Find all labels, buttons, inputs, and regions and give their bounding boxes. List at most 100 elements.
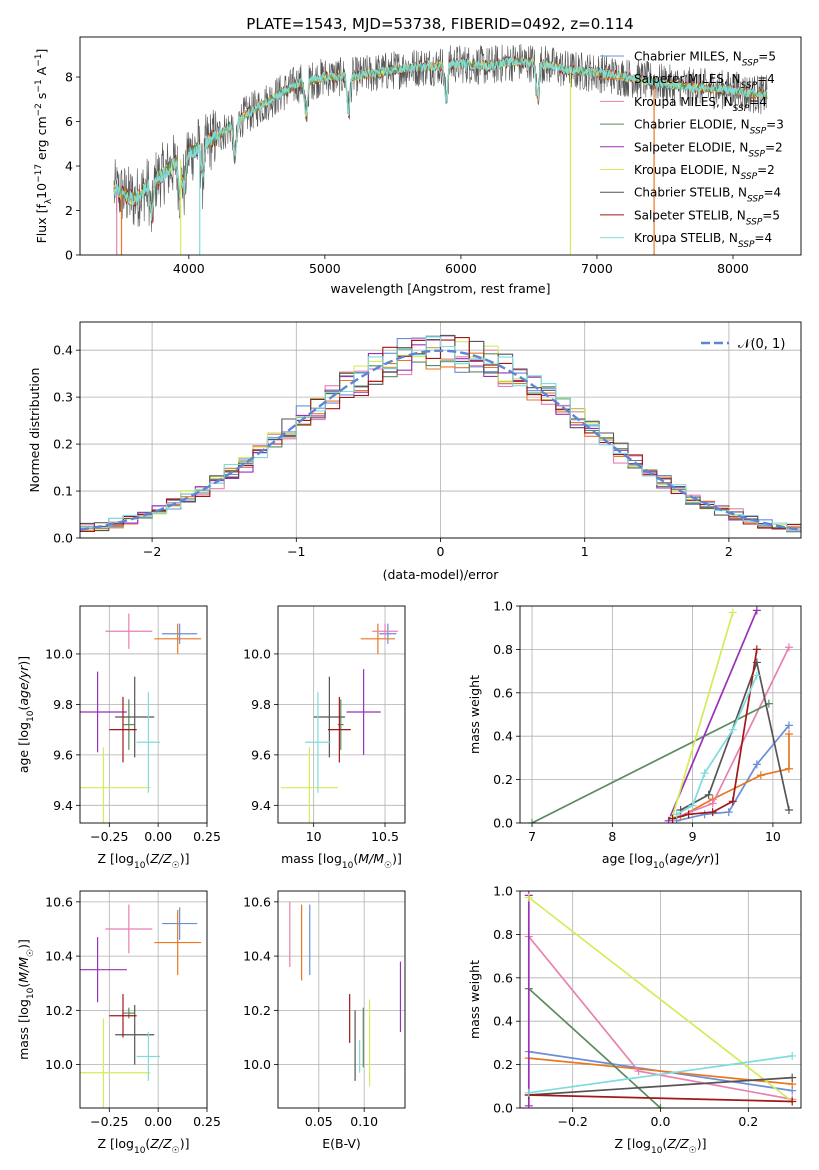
mass-weight-vs-z-axes-ytick-label-2: 0.4 [493, 1014, 513, 1029]
mass-weight-vs-age-axes-ytick-label-3: 0.6 [493, 685, 513, 700]
mass-vs-z-axes-point-salpeter-miles [154, 909, 202, 976]
mass-weight-vs-age-axes-series-kroupa-stelib-marker-1 [688, 801, 697, 810]
mass-weight-vs-z-axes-ytick-label-4: 0.8 [493, 927, 513, 942]
legend-label-salpeter-stelib-part: =5 [762, 208, 780, 222]
legend-label-kroupa-miles: Kroupa MILES, NSSP=4 [634, 95, 767, 114]
age-vs-mass-axes-ytick-label-0: 9.4 [251, 798, 271, 813]
normal-curve [80, 349, 799, 531]
mass-weight-vs-age-axes-series-kroupa-stelib-marker-4 [752, 671, 761, 680]
mass-weight-vs-age-axes-series-chabrier-miles-marker-1 [700, 810, 709, 819]
age-vs-mass-axes-point-salpeter-elodie [346, 669, 381, 755]
mass-weight-vs-age-axes-xtick-label-1: 8 [608, 829, 616, 844]
age-vs-mass-xlabel-part: )] [392, 851, 402, 866]
age-vs-mass-axes-frame [277, 605, 406, 824]
mass-vs-z-axes: −0.25 0.00 0.25 10.0 10.2 10.4 10.6 [45, 890, 221, 1129]
chart-title: PLATE=1543, MJD=53738, FIBERID=0492, z=0… [246, 15, 633, 33]
spectrum-axes-ytick-label-4: 8 [65, 70, 73, 85]
age-vs-z-axes-ytick-label-2: 9.8 [53, 697, 73, 712]
mass-weight-vs-z-xlabel-part: Z/Z [666, 1136, 689, 1151]
mass-vs-z-ylabel: mass [log10(M/M☉)] [16, 939, 36, 1060]
legend-label-chabrier-stelib-part: Chabrier STELIB, N [634, 186, 747, 200]
mass-vs-z-xlabel-part: Z [log [98, 1136, 134, 1151]
mass-weight-vs-age-xlabel: age [log10(age/yr)] [602, 851, 719, 871]
legend-label-kroupa-stelib-part: Kroupa STELIB, N [634, 231, 738, 245]
age-vs-mass-axes-xtick-label-0: 10 [306, 829, 322, 844]
histogram-axes-xtick-label-1: −1 [287, 544, 305, 559]
age-vs-z-axes-point-salpeter-miles [154, 623, 202, 654]
mass-weight-vs-z-axes-series-kroupa-stelib [524, 1051, 797, 1097]
normal-legend-label: 𝒩(0, 1) [738, 337, 785, 352]
age-vs-z-axes-ytick-label-0: 9.4 [53, 798, 73, 813]
mass-weight-vs-age-axes-series-chabrier-miles [672, 721, 793, 823]
mass-weight-vs-age-axes-series-salpeter-stelib-marker-2 [708, 808, 717, 817]
age-vs-z-axes: −0.25 0.00 0.25 9.4 9.6 9.8 10.0 [45, 605, 221, 844]
mass-weight-vs-age-axes-series-kroupa-elodie-line [671, 612, 734, 817]
legend-label-kroupa-elodie-part: SSP [741, 172, 758, 182]
spectrum-kroupa-stelib [113, 56, 768, 221]
spectrum-ylabel-part: ] [34, 49, 49, 54]
mass-weight-vs-z-xlabel-part: ☉ [689, 1146, 697, 1156]
mass-vs-z-ylabel-part: 10 [26, 987, 36, 999]
mass-weight-vs-age-axes-series-kroupa-miles-marker-1 [708, 799, 717, 808]
age-vs-z-ylabel-part: age [log [16, 722, 31, 773]
age-vs-z-axes-ytick-label-3: 10.0 [45, 646, 73, 661]
age-vs-mass-axes-point-kroupa-elodie [280, 747, 338, 823]
mass-weight-vs-age-axes-series-salpeter-elodie-line [667, 609, 758, 822]
mass-vs-z-axes-point-chabrier-stelib [115, 1004, 155, 1065]
mass-vs-z-axes-xtick-label-2: 0.25 [193, 1114, 221, 1129]
mass-weight-vs-z-axes-xtick-label-1: 0.0 [651, 1114, 671, 1129]
mass-weight-vs-age-axes-series-kroupa-miles-marker-2 [784, 643, 793, 652]
histogram-axes-xtick-label-0: −2 [143, 544, 161, 559]
mass-weight-vs-z-xlabel-part: Z [log [615, 1136, 651, 1151]
mass-weight-vs-age-axes-series-chabrier-miles-marker-4 [784, 721, 793, 730]
legend-label-kroupa-elodie-part: Kroupa ELODIE, N [634, 163, 741, 177]
mass-weight-vs-age-ylabel: mass weight [467, 675, 482, 754]
age-vs-z-axes-ytick-label-1: 9.6 [53, 747, 73, 762]
legend-label-salpeter-miles-part: SSP [741, 81, 758, 91]
mass-weight-vs-age-axes: 7 8 9 10 0.0 0.2 0.4 0.6 0.8 1.0 [493, 599, 802, 844]
legend-label-chabrier-miles-part: Chabrier MILES, N [634, 50, 742, 64]
mass-weight-vs-age-axes-xtick-label-2: 9 [689, 829, 697, 844]
mass-weight-vs-z-axes-plot-area [524, 891, 797, 1108]
histogram-kroupa-stelib [80, 336, 801, 532]
mass-weight-vs-age-axes-series-salpeter-elodie-marker-1 [752, 606, 761, 615]
mass-weight-vs-age-axes-frame [519, 605, 802, 824]
mass-weight-vs-age-axes-series-kroupa-stelib [672, 671, 761, 819]
mass-weight-vs-age-axes-series-chabrier-miles-marker-2 [724, 808, 733, 817]
mass-weight-vs-age-xlabel-part: ( [664, 851, 669, 866]
mass-vs-ebv-axes-ytick-label-2: 10.4 [243, 949, 271, 964]
mass-weight-vs-z-axes: −0.2 0.0 0.2 0.0 0.2 0.4 0.6 0.8 1.0 [493, 884, 802, 1129]
legend-label-kroupa-stelib-part: SSP [738, 240, 755, 250]
histogram-axes-ytick-label-2: 0.2 [53, 437, 73, 452]
mass-vs-z-ylabel-part: M/M [16, 957, 31, 983]
mass-weight-vs-age-axes-xtick-label-3: 10 [765, 829, 781, 844]
mass-weight-vs-age-axes-series-salpeter-elodie-marker-0 [664, 816, 673, 823]
mass-weight-vs-age-axes-xtick-label-0: 7 [528, 829, 536, 844]
spectrum-ylabel-part: −1 [34, 54, 44, 67]
age-vs-z-axes-plot-area [80, 613, 202, 823]
spectrum-axes-plot-area [113, 44, 768, 255]
mass-vs-z-axes-xtick-label-0: −0.25 [90, 1114, 128, 1129]
histogram-salpeter-stelib [80, 337, 801, 533]
mass-vs-z-axes-plot-area [80, 904, 202, 1108]
mass-weight-vs-z-xlabel-part: )] [697, 1136, 707, 1151]
mass-vs-z-axes-frame [79, 890, 208, 1109]
mass-vs-ebv-axes-ytick-label-3: 10.6 [243, 894, 271, 909]
age-vs-z-xlabel: Z [log10(Z/Z☉)] [98, 851, 190, 871]
spectrum-ylabel-part: Flux [f [34, 204, 49, 244]
age-vs-mass-axes-plot-area [280, 623, 398, 823]
legend-label-chabrier-miles-part: =5 [758, 50, 776, 64]
mass-vs-z-ylabel-part: ( [16, 983, 31, 988]
legend-label-chabrier-miles: Chabrier MILES, NSSP=5 [634, 50, 776, 69]
mass-vs-ebv-axes-xtick-label-1: 0.10 [350, 1114, 378, 1129]
age-vs-z-xlabel-part: ☉ [172, 861, 180, 871]
mass-vs-z-xlabel-part: 10 [134, 1146, 146, 1156]
mass-vs-z-axes-ytick-label-3: 10.6 [45, 894, 73, 909]
mass-vs-ebv-axes: 0.05 0.10 10.0 10.2 10.4 10.6 [243, 890, 406, 1129]
mass-vs-z-axes-xtick-label-1: 0.00 [144, 1114, 172, 1129]
mass-weight-vs-z-axes-series-salpeter-elodie-marker-0 [524, 1101, 533, 1108]
histogram-axes-plot-area [80, 334, 801, 533]
age-vs-mass-axes-point-salpeter-stelib [327, 696, 351, 763]
mass-vs-z-axes-point-salpeter-stelib [109, 994, 137, 1038]
legend-label-salpeter-elodie-part: =2 [765, 140, 783, 154]
